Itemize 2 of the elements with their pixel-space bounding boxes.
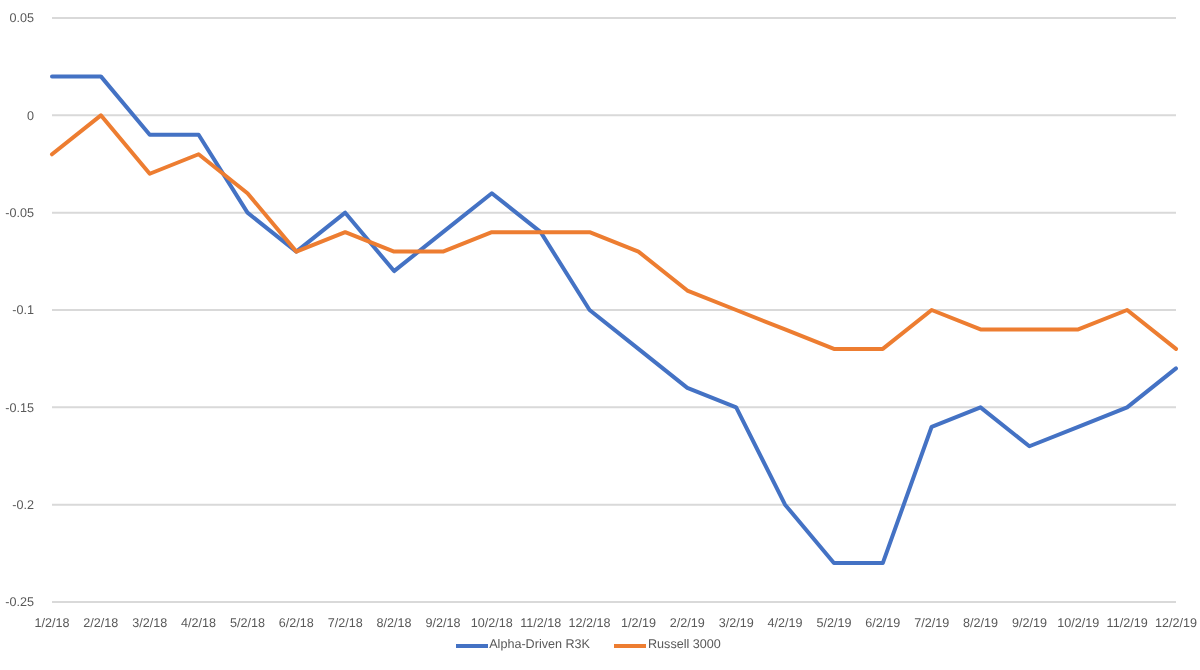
line-series xyxy=(50,74,1178,566)
line-series xyxy=(50,113,1178,351)
